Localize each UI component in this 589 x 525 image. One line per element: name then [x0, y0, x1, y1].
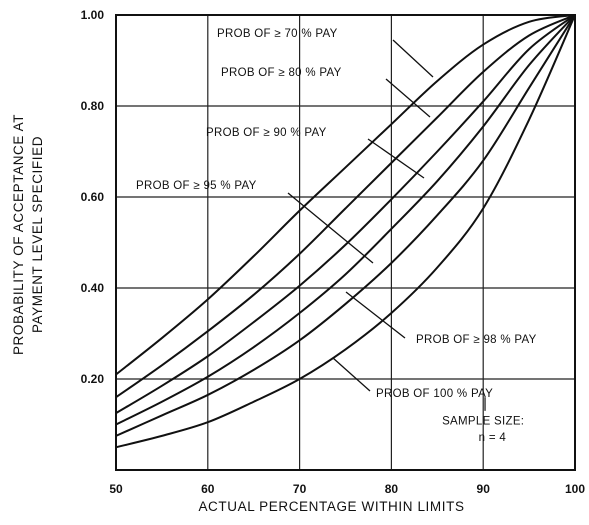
- label-leaders: [287, 39, 434, 392]
- y-axis-title: PROBABILITY OF ACCEPTANCE AT PAYMENT LEV…: [11, 114, 45, 355]
- y-tick-label: 0.60: [81, 190, 105, 204]
- curve-label-6: PROB OF 100 % PAY: [376, 388, 493, 400]
- y-tick-label: 0.20: [81, 372, 105, 386]
- series-line-3: [115, 14, 576, 414]
- curve-leader-3: [367, 138, 425, 179]
- series-line-6: [115, 14, 576, 449]
- series-line-2: [115, 14, 576, 399]
- grid: [116, 15, 575, 470]
- x-tick-label: 80: [385, 482, 399, 496]
- y-axis-title-line-1: PROBABILITY OF ACCEPTANCE AT: [11, 114, 26, 355]
- x-tick-label: 100: [565, 482, 585, 496]
- curve-label-2: PROB OF ≥ 80 % PAY: [221, 67, 342, 79]
- curve-leader-2: [385, 78, 431, 118]
- y-tick-label: 0.80: [81, 99, 105, 113]
- tick-labels: 50 60 70 80 90 100 0.20 0.40 0.60 0.80 1.00: [81, 8, 586, 496]
- x-tick-label: 50: [109, 482, 123, 496]
- series-line-1: [115, 14, 576, 376]
- annotation-1: SAMPLE SIZE:: [442, 416, 524, 428]
- annotation-2: n = 4: [479, 432, 507, 444]
- curve-leader-4: [287, 192, 374, 264]
- x-tick-label: 70: [293, 482, 307, 496]
- curve-label-3: PROB OF ≥ 90 % PAY: [206, 127, 327, 139]
- curve-label-4: PROB OF ≥ 95 % PAY: [136, 180, 257, 192]
- x-tick-label: 60: [201, 482, 215, 496]
- series-line-5: [115, 14, 576, 437]
- curve-leader-1: [392, 39, 434, 78]
- x-tick-label: 90: [477, 482, 491, 496]
- plot-frame: [115, 14, 576, 471]
- curves: [115, 14, 576, 449]
- curve-label-1: PROB OF ≥ 70 % PAY: [217, 28, 338, 40]
- curve-leader-6: [332, 357, 371, 392]
- y-tick-label: 0.40: [81, 281, 105, 295]
- series-line-4: [115, 14, 576, 426]
- annotations: SAMPLE SIZE: n = 4: [442, 397, 524, 444]
- curve-label-5: PROB OF ≥ 98 % PAY: [416, 334, 537, 346]
- y-tick-label: 1.00: [81, 8, 105, 22]
- x-axis-title: ACTUAL PERCENTAGE WITHIN LIMITS: [198, 499, 464, 514]
- curve-leader-5: [345, 291, 406, 339]
- curve-labels: PROB OF ≥ 70 % PAY PROB OF ≥ 80 % PAY PROB…: [136, 28, 537, 400]
- y-axis-title-line-2: PAYMENT LEVEL SPECIFIED: [30, 136, 45, 333]
